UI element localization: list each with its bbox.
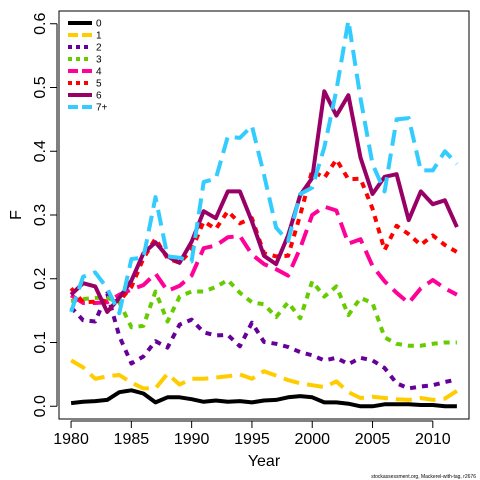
y-axis-title: F — [8, 210, 25, 220]
y-tick-label: 0.3 — [32, 204, 49, 226]
x-axis-title: Year — [248, 453, 281, 470]
plot-frame — [58, 10, 470, 420]
y-axis: 0.0 0.1 0.2 0.3 0.4 0.5 0.6 — [32, 13, 58, 417]
x-tick-label: 1985 — [114, 431, 150, 448]
legend-label: 1 — [96, 31, 102, 42]
series-layer — [69, 18, 459, 409]
legend-label: 5 — [96, 79, 102, 90]
y-tick-label: 0.1 — [32, 331, 49, 353]
x-tick-label: 1980 — [53, 431, 89, 448]
credit-text: stockassessment.org, Mackerel-with-tag, … — [371, 474, 476, 480]
series-line-0 — [70, 388, 457, 409]
y-tick-label: 0.5 — [32, 76, 49, 98]
series-line-2 — [69, 291, 458, 391]
legend-label: 0 — [96, 19, 102, 30]
legend-label: 2 — [96, 43, 102, 54]
series-line-4 — [70, 204, 458, 305]
x-axis: 1980 1985 1990 1995 2000 2005 2010 — [53, 420, 451, 448]
y-tick-label: 0.4 — [32, 140, 49, 162]
y-tick-label: 0.0 — [32, 395, 49, 417]
legend-label: 7+ — [96, 103, 108, 114]
series-line-1 — [70, 358, 458, 402]
x-tick-label: 2005 — [355, 431, 391, 448]
series-line-6 — [69, 89, 459, 314]
y-tick-label: 0.6 — [32, 13, 49, 35]
legend-label: 3 — [96, 55, 102, 66]
series-line-7plus — [69, 18, 459, 316]
x-tick-label: 1990 — [174, 431, 210, 448]
legend-label: 4 — [96, 67, 102, 78]
x-tick-label: 1995 — [234, 431, 270, 448]
legend-label: 6 — [96, 91, 102, 102]
x-tick-label: 2010 — [415, 431, 451, 448]
y-tick-label: 0.2 — [32, 268, 49, 290]
x-tick-label: 2000 — [294, 431, 330, 448]
